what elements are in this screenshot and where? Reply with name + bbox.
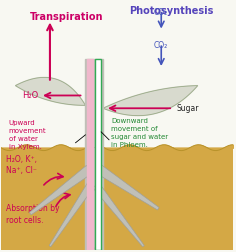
Polygon shape [94, 185, 144, 247]
Polygon shape [29, 165, 92, 215]
Text: Upward
movement
of water
in Xylem.: Upward movement of water in Xylem. [8, 120, 46, 150]
Polygon shape [103, 86, 198, 116]
Polygon shape [85, 59, 103, 250]
Text: Downward
movement of
sugar and water
in Phloem.: Downward movement of sugar and water in … [111, 118, 168, 148]
Polygon shape [87, 148, 101, 248]
Text: Absorption by
root cells.: Absorption by root cells. [6, 204, 59, 225]
Polygon shape [95, 59, 101, 250]
Text: Photosynthesis: Photosynthesis [129, 6, 213, 16]
Text: Sugar: Sugar [176, 104, 198, 113]
Text: CO₂: CO₂ [154, 41, 168, 50]
Polygon shape [1, 148, 233, 250]
Text: Transpiration: Transpiration [30, 12, 104, 22]
Text: H₂O: H₂O [22, 90, 39, 100]
Polygon shape [49, 182, 95, 247]
Text: CO₂: CO₂ [154, 8, 168, 17]
Polygon shape [16, 77, 85, 105]
Polygon shape [97, 165, 159, 210]
Polygon shape [87, 59, 93, 250]
Text: H₂O, K⁺,
Na⁺, Cl⁻: H₂O, K⁺, Na⁺, Cl⁻ [6, 154, 37, 175]
